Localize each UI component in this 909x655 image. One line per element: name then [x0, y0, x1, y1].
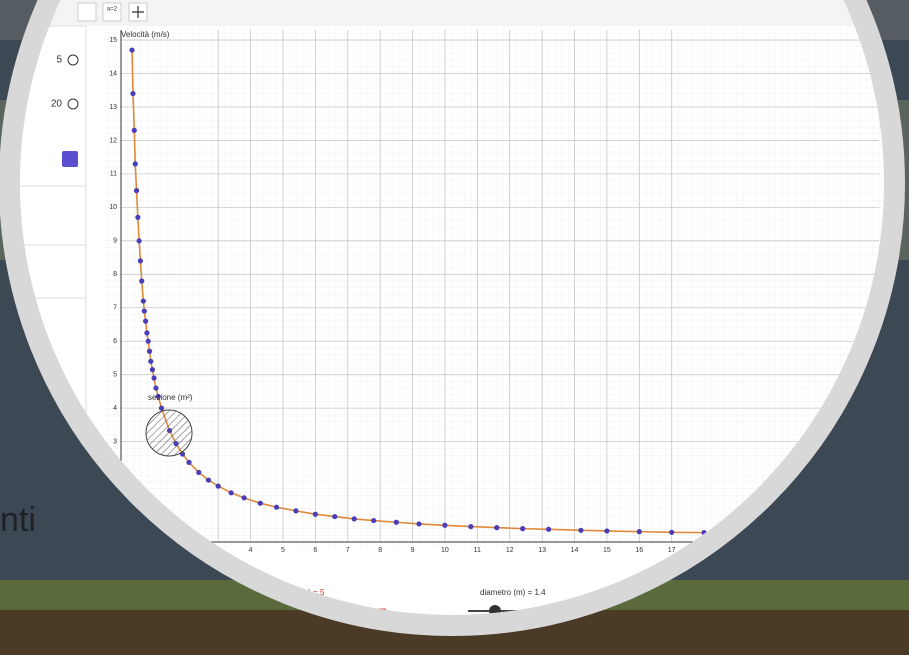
background-text: nti: [0, 501, 36, 539]
diameter-slider-label: diametro (m) = 1.4: [480, 588, 546, 597]
point: [215, 483, 221, 489]
point: [153, 385, 159, 391]
x-tick-label: 6: [313, 547, 317, 554]
point: [545, 526, 552, 532]
minor-grid: [104, 28, 884, 548]
x-tick-label: 8: [378, 547, 382, 554]
y-tick-label: 14: [109, 70, 117, 77]
y-tick-label: 7: [113, 305, 117, 312]
point: [136, 238, 142, 244]
point: [205, 477, 212, 483]
point: [604, 528, 610, 534]
algebra-value: 20: [51, 99, 63, 110]
point: [273, 504, 280, 510]
point: [144, 330, 150, 336]
y-tick-label: 12: [109, 137, 117, 144]
point: [371, 517, 377, 524]
x-tick-label: 15: [603, 547, 611, 554]
point: [158, 405, 165, 411]
x-tick-label: 17: [668, 547, 676, 554]
x-tick-label: 16: [635, 547, 643, 554]
point: [141, 308, 147, 314]
point: [148, 358, 154, 364]
tool-label: a=2: [107, 7, 118, 13]
x-tick-label: 7: [346, 547, 350, 554]
x-tick-label: 5: [281, 547, 285, 554]
x-tick-label: 12: [506, 547, 514, 554]
point: [669, 529, 675, 535]
section-circle: [145, 409, 193, 457]
play-button[interactable]: [67, 98, 79, 110]
point: [636, 529, 642, 535]
x-tick-label: 14: [571, 547, 579, 554]
x-tick-label: 10: [441, 547, 449, 554]
move-icon: [132, 6, 144, 18]
y-tick-label: 5: [113, 372, 117, 379]
point: [332, 513, 338, 520]
lens-ring: [0, 0, 905, 636]
tool-button[interactable]: [77, 2, 97, 22]
y-tick-label: 8: [113, 271, 117, 278]
point: [186, 459, 192, 465]
point: [468, 524, 474, 530]
y-tick-label: 11: [110, 171, 117, 178]
point: [393, 519, 399, 525]
point: [578, 527, 584, 533]
point: [520, 526, 526, 532]
point: [196, 469, 202, 475]
point: [494, 525, 500, 531]
point: [131, 127, 137, 133]
point: [149, 367, 156, 373]
x-tick-label: 4: [249, 547, 253, 554]
point: [137, 258, 144, 264]
plot: 3456789101112131415161734567891011121314…: [104, 30, 879, 554]
point: [293, 508, 299, 514]
point: [135, 214, 141, 220]
point: [143, 318, 149, 324]
x-tick-label: 11: [474, 547, 481, 554]
point: [145, 338, 151, 344]
x-tick-label: 13: [538, 547, 546, 554]
point: [257, 500, 263, 506]
point: [132, 161, 138, 167]
point: [312, 511, 318, 517]
point: [151, 375, 157, 381]
point: [416, 521, 422, 527]
y-tick-label: 13: [109, 104, 117, 111]
y-tick-label: 4: [113, 405, 117, 412]
tool-button[interactable]: [102, 2, 122, 22]
y-tick-label: 10: [109, 204, 117, 211]
point: [140, 298, 146, 304]
y-axis-label: Velocità (m/s): [121, 30, 170, 39]
y-tick-label: 9: [113, 238, 117, 245]
x-tick-label: 9: [411, 547, 415, 554]
point: [133, 188, 140, 194]
y-tick-label: 15: [109, 37, 117, 44]
point: [146, 348, 153, 354]
algebra-value: 5: [56, 55, 62, 66]
point: [241, 495, 247, 501]
section-label: sezione (m²): [148, 393, 193, 402]
y-tick-label: 6: [113, 338, 117, 345]
point: [351, 516, 357, 522]
play-button[interactable]: [67, 54, 79, 66]
point: [228, 490, 234, 496]
algebra-button[interactable]: [62, 151, 78, 167]
point: [442, 522, 448, 528]
point: [139, 278, 145, 284]
y-tick-label: 3: [113, 438, 117, 445]
point: [155, 393, 161, 400]
toolbar: [20, 0, 884, 26]
point: [130, 90, 136, 97]
point: [129, 47, 135, 53]
